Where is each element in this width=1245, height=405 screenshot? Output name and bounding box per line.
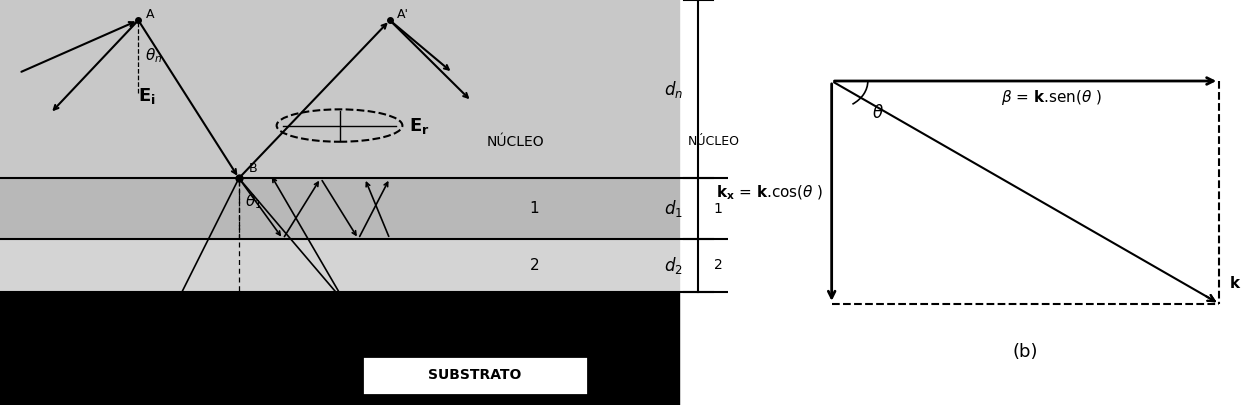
Text: $\mathbf{E_r}$: $\mathbf{E_r}$ <box>408 115 430 136</box>
Text: $d_1$: $d_1$ <box>664 198 684 219</box>
FancyBboxPatch shape <box>361 356 588 395</box>
Text: $\theta_2$: $\theta_2$ <box>248 310 265 329</box>
Text: 2: 2 <box>529 258 539 273</box>
Text: SUBSTRATO: SUBSTRATO <box>428 369 522 382</box>
Text: A: A <box>146 8 154 21</box>
Text: NÚCLEO: NÚCLEO <box>487 135 544 149</box>
Text: $\mathbf{E_i}$: $\mathbf{E_i}$ <box>138 86 156 106</box>
Text: $\mathbf{k_x}$ = $\mathbf{k}$.cos($\theta$ ): $\mathbf{k_x}$ = $\mathbf{k}$.cos($\thet… <box>716 183 824 202</box>
Text: 1: 1 <box>529 201 539 216</box>
Text: $\theta$: $\theta$ <box>873 104 884 122</box>
Text: $\mathbf{k}$: $\mathbf{k}$ <box>1230 275 1241 292</box>
Text: $d_n$: $d_n$ <box>664 79 684 100</box>
Text: NÚCLEO: NÚCLEO <box>687 135 740 148</box>
Text: B: B <box>248 162 256 175</box>
Text: A': A' <box>397 8 410 21</box>
Text: (b): (b) <box>1012 343 1038 361</box>
Text: $\theta_n$: $\theta_n$ <box>144 47 162 66</box>
Text: 1: 1 <box>713 202 723 215</box>
Text: $\theta_1$: $\theta_1$ <box>245 192 263 211</box>
Text: 2: 2 <box>713 258 723 272</box>
Text: $\beta$ = $\mathbf{k}$.sen($\theta$ ): $\beta$ = $\mathbf{k}$.sen($\theta$ ) <box>1001 88 1102 107</box>
Text: $d_2$: $d_2$ <box>664 255 684 276</box>
